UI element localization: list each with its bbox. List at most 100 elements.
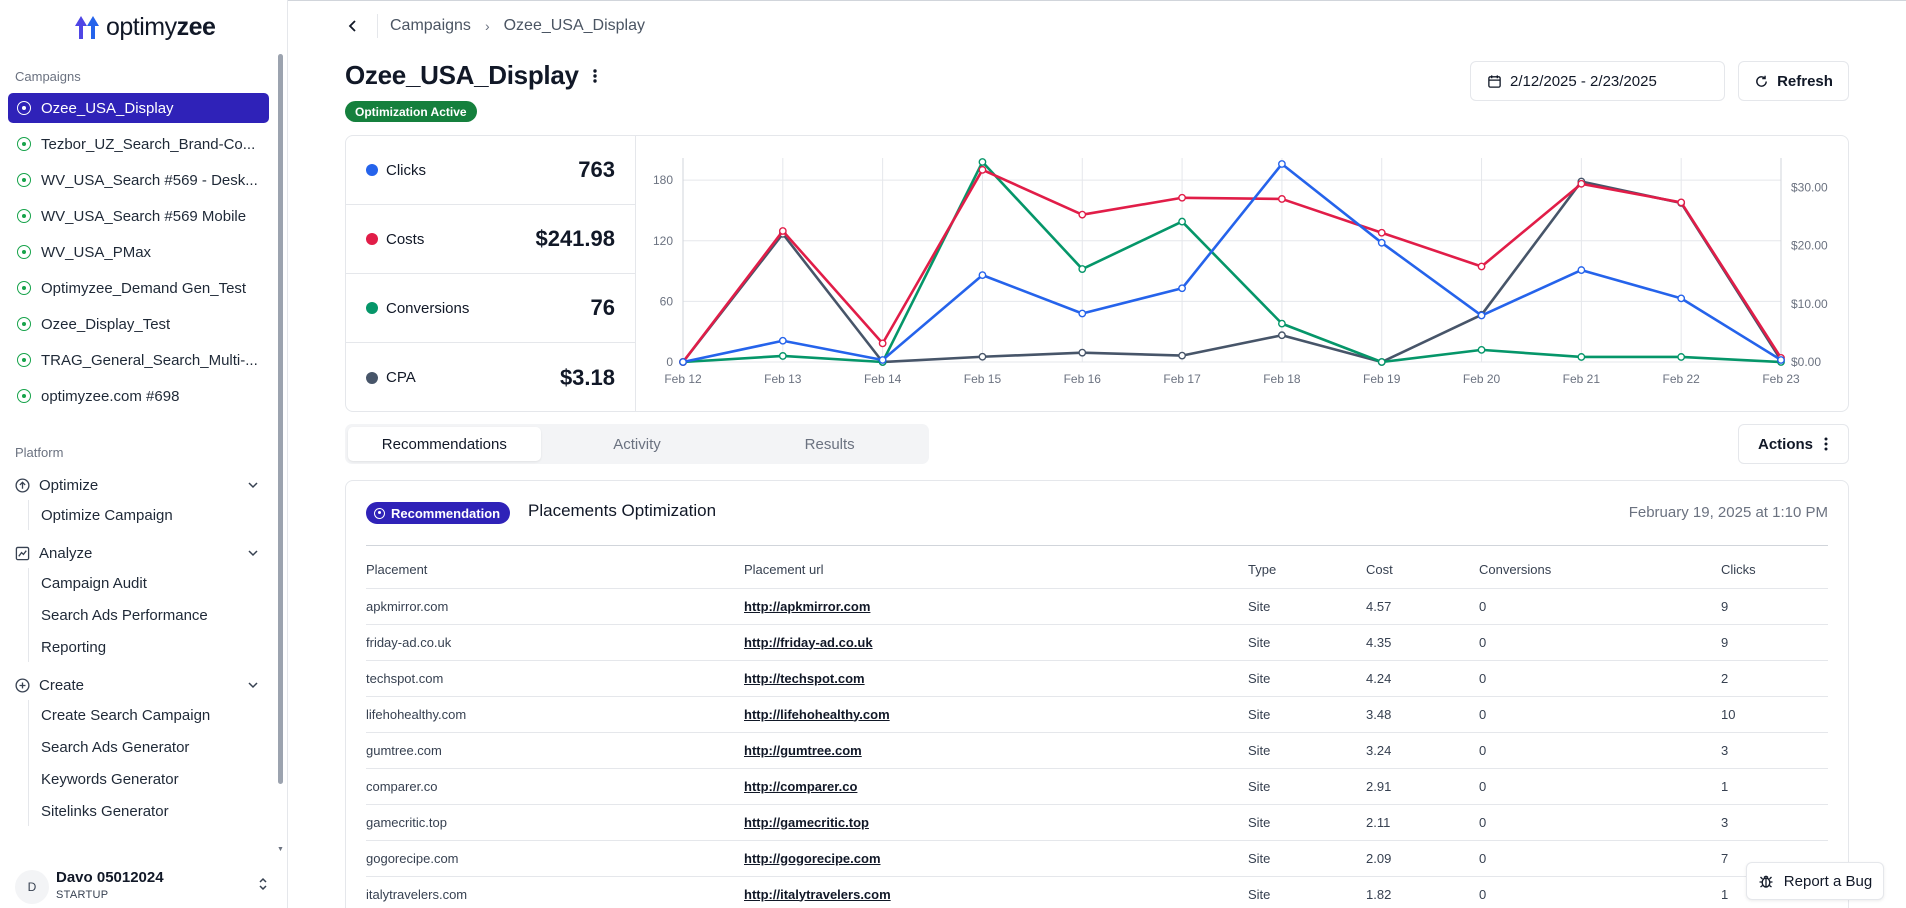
- metric-label: Costs: [386, 230, 425, 248]
- chevron-down-icon[interactable]: [246, 478, 260, 492]
- date-range-value: 2/12/2025 - 2/23/2025: [1510, 72, 1657, 90]
- placement-url-link[interactable]: http://gamecritic.top: [744, 804, 1248, 841]
- x-tick-label: Feb 22: [1663, 372, 1701, 386]
- scroll-down-arrow-icon[interactable]: ▼: [277, 846, 284, 853]
- placement-url-link[interactable]: http://apkmirror.com: [744, 588, 1248, 625]
- target-icon: [17, 209, 31, 223]
- refresh-button[interactable]: Refresh: [1738, 61, 1849, 101]
- metric-clicks: Clicks 763: [346, 136, 635, 205]
- table-header-row: Placement Placement url Type Cost Conversion…: [366, 552, 1828, 589]
- tab-results[interactable]: Results: [804, 435, 855, 453]
- date-range-picker[interactable]: 2/12/2025 - 2/23/2025: [1470, 61, 1725, 101]
- tab-activity[interactable]: Activity: [613, 435, 661, 453]
- table-cell: gogorecipe.com: [366, 840, 744, 877]
- nav-group-analyze[interactable]: Analyze: [15, 540, 260, 566]
- more-vertical-icon[interactable]: [590, 66, 600, 86]
- placement-url-link[interactable]: http://comparer.co: [744, 768, 1248, 805]
- target-icon: [17, 353, 31, 367]
- table-cell: 1.82: [1366, 876, 1479, 908]
- nav-item-search-ads-performance[interactable]: Search Ads Performance: [41, 607, 208, 624]
- data-point-clicks: [1777, 356, 1785, 364]
- target-icon: [17, 173, 31, 187]
- sidebar-campaign-item[interactable]: optimyzee.com #698: [8, 381, 269, 411]
- tab-recommendations[interactable]: Recommendations: [348, 427, 541, 461]
- chevron-down-icon[interactable]: [246, 678, 260, 692]
- report-bug-button[interactable]: Report a Bug: [1746, 862, 1884, 900]
- data-point-clicks: [1477, 311, 1486, 320]
- nav-item-search-ads-generator[interactable]: Search Ads Generator: [41, 739, 190, 756]
- data-point-clicks: [1577, 266, 1586, 274]
- table-cell: apkmirror.com: [366, 588, 744, 625]
- nav-item-reporting[interactable]: Reporting: [41, 639, 107, 656]
- data-point-clicks: [1178, 284, 1186, 293]
- sidebar-campaign-item[interactable]: WV_USA_Search #569 Mobile: [8, 201, 269, 231]
- placement-url-link[interactable]: http://friday-ad.co.uk: [744, 624, 1248, 661]
- table-cell: 3: [1721, 732, 1828, 769]
- logo[interactable]: optimyzee: [72, 12, 216, 42]
- chevron-right-icon: ›: [484, 18, 490, 34]
- x-tick-label: Feb 18: [1263, 372, 1301, 386]
- sidebar-campaign-item[interactable]: WV_USA_Search #569 - Desk...: [8, 165, 269, 195]
- table-row: comparer.co http://comparer.co Site 2.91 0 1: [366, 768, 1828, 805]
- chart-square-icon: [15, 546, 30, 561]
- nav-item-keywords-generator[interactable]: Keywords Generator: [41, 771, 179, 788]
- data-point-cpa: [1278, 331, 1286, 340]
- sidebar-campaign-item[interactable]: Tezbor_UZ_Search_Brand-Co...: [8, 129, 269, 159]
- chevron-up-down-icon[interactable]: [256, 876, 270, 892]
- placement-url-link[interactable]: http://gogorecipe.com: [744, 840, 1248, 877]
- target-icon: [17, 389, 31, 403]
- column-header: Cost: [1366, 552, 1479, 589]
- back-arrow-icon[interactable]: [345, 17, 363, 35]
- sidebar-campaign-item[interactable]: WV_USA_PMax: [8, 237, 269, 267]
- placement-url-link[interactable]: http://lifehohealthy.com: [744, 696, 1248, 733]
- data-point-conversions: [1078, 265, 1087, 273]
- nav-group-optimize[interactable]: Optimize: [15, 472, 260, 498]
- sidebar-campaign-item[interactable]: Ozee_USA_Display: [8, 93, 269, 123]
- metric-label: Clicks: [386, 161, 426, 179]
- data-point-conversions: [978, 158, 987, 166]
- nav-group-create[interactable]: Create: [15, 672, 260, 698]
- placement-url-link[interactable]: http://italytravelers.com: [744, 876, 1248, 908]
- actions-button[interactable]: Actions: [1738, 424, 1849, 464]
- sidebar-campaign-item[interactable]: Ozee_Display_Test: [8, 309, 269, 339]
- sidebar-campaign-item[interactable]: Optimyzee_Demand Gen_Test: [8, 273, 269, 303]
- data-point-clicks: [778, 336, 787, 345]
- table-cell: 0: [1479, 876, 1721, 908]
- user-switcher[interactable]: D Davo 05012024 STARTUP: [15, 866, 270, 904]
- table-cell: 0: [1479, 840, 1721, 877]
- nav-group-label: Analyze: [39, 544, 93, 562]
- sidebar-campaign-item[interactable]: TRAG_General_Search_Multi-...: [8, 345, 269, 375]
- placement-url-link[interactable]: http://techspot.com: [744, 660, 1248, 697]
- x-tick-label: Feb 21: [1563, 372, 1601, 386]
- sidebar-scrollbar[interactable]: [278, 54, 283, 784]
- legend-dot: [366, 302, 378, 314]
- top-border: [0, 0, 1906, 1]
- nav-item-create-search-campaign[interactable]: Create Search Campaign: [41, 707, 211, 724]
- data-point-costs: [1477, 262, 1486, 271]
- legend-dot: [366, 371, 378, 384]
- nav-item-campaign-audit[interactable]: Campaign Audit: [41, 575, 147, 592]
- campaign-list: Ozee_USA_Display Tezbor_UZ_Search_Brand-C…: [8, 93, 269, 417]
- table-cell: techspot.com: [366, 660, 744, 697]
- table-cell: 9: [1721, 624, 1828, 661]
- nav-item-optimize-campaign[interactable]: Optimize Campaign: [41, 507, 173, 524]
- table-cell: 2: [1721, 660, 1828, 697]
- breadcrumb-link-campaigns[interactable]: Campaigns: [390, 17, 471, 34]
- breadcrumb-current: Ozee_USA_Display: [503, 17, 646, 34]
- table-row: gumtree.com http://gumtree.com Site 3.24 0 3: [366, 732, 1828, 769]
- data-point-clicks: [1377, 238, 1386, 247]
- nav-item-sitelinks-generator[interactable]: Sitelinks Generator: [41, 803, 169, 820]
- placement-url-link[interactable]: http://gumtree.com: [744, 732, 1248, 769]
- nav-group-label: Optimize: [39, 476, 99, 494]
- data-point-conversions: [778, 352, 787, 360]
- report-bug-label: Report a Bug: [1783, 872, 1873, 890]
- plus-circle-icon: [15, 677, 30, 693]
- recommendation-timestamp: February 19, 2025 at 1:10 PM: [1628, 504, 1828, 521]
- nav-divider: [28, 700, 29, 826]
- data-point-costs: [978, 165, 987, 174]
- chevron-down-icon[interactable]: [246, 546, 260, 560]
- recommendation-badge: Recommendation: [366, 502, 511, 524]
- target-icon: [17, 245, 31, 259]
- table-cell: Site: [1248, 804, 1366, 841]
- data-point-costs: [1377, 228, 1386, 237]
